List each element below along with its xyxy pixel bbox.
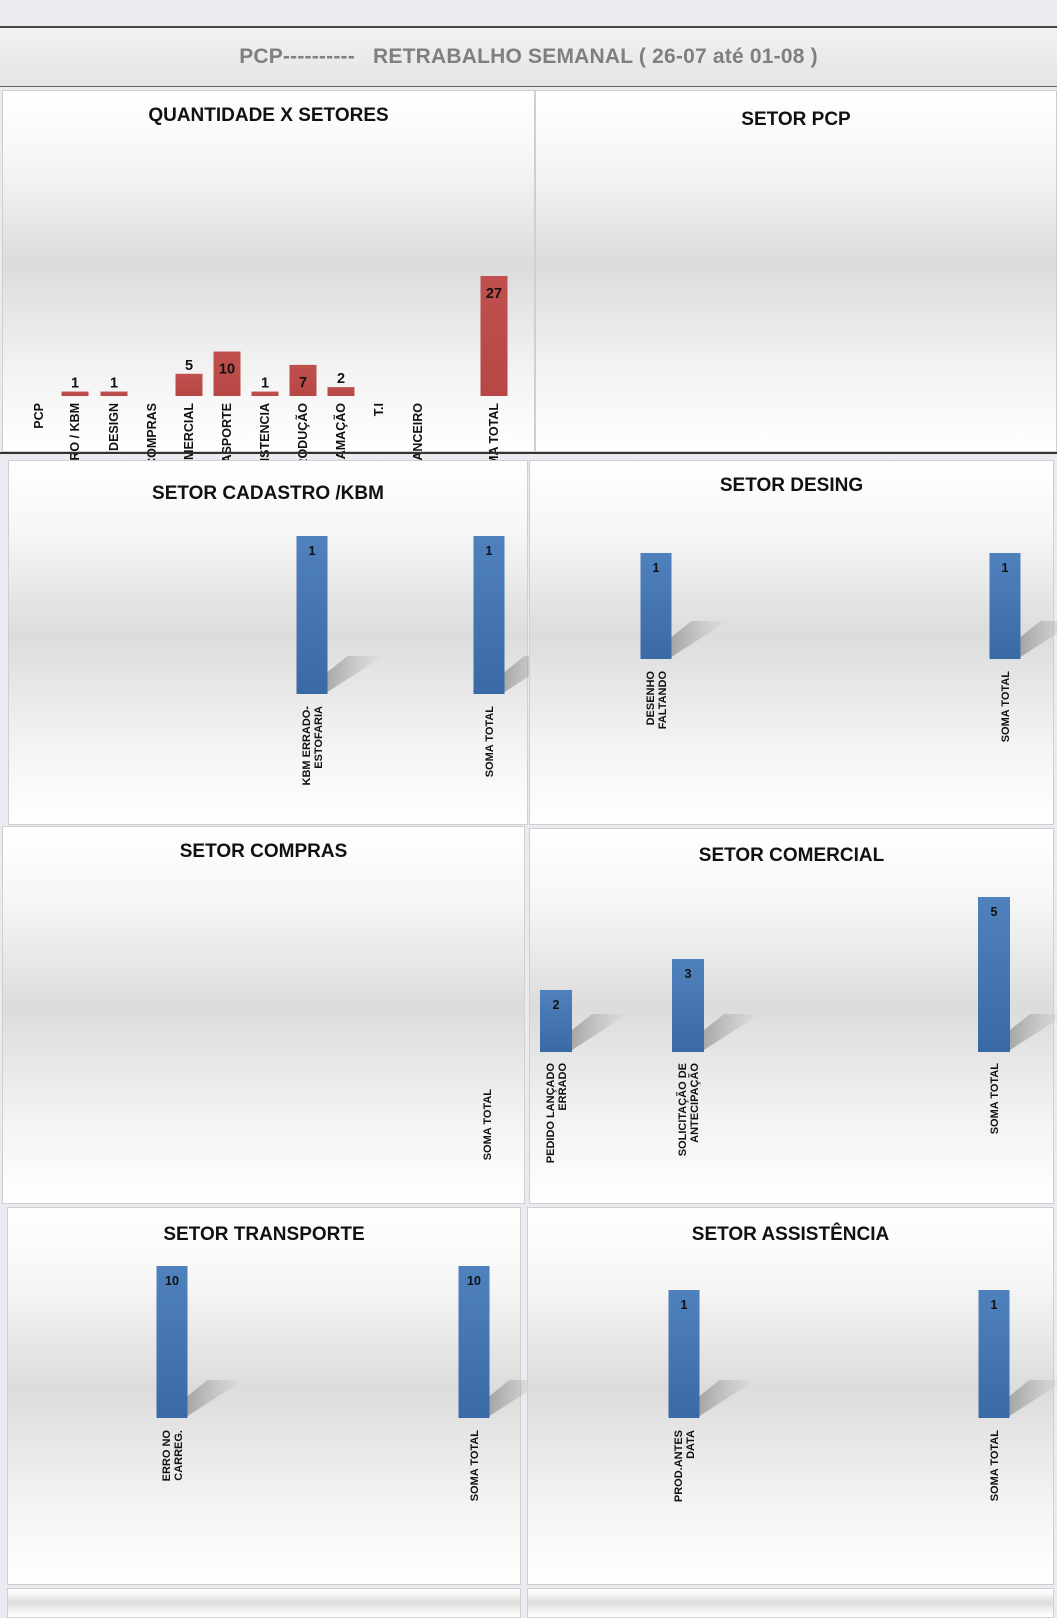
report-title: PCP---------- RETRABALHO SEMANAL ( 26-07… [239, 45, 818, 69]
category-label-line: KBM ERRADO- [301, 706, 313, 786]
category-label: T.I [372, 403, 386, 416]
bar-value-label: 10 [165, 1274, 179, 1288]
bar [328, 387, 355, 396]
category-label-line: COMPRAS [145, 403, 159, 467]
bar-value-label: 7 [299, 375, 307, 391]
bar-shadow [1021, 621, 1057, 657]
bar-value-label: 1 [653, 561, 660, 575]
bar [62, 392, 89, 396]
bar [459, 1266, 490, 1418]
category-label: DESIGN [107, 403, 121, 451]
category-label-line: SOMA TOTAL [989, 1063, 1001, 1135]
bar-value-label: 3 [685, 967, 692, 981]
report-header: PCP---------- RETRABALHO SEMANAL ( 26-07… [0, 26, 1057, 87]
category-label-line: SOMA TOTAL [482, 1089, 494, 1161]
divider-line [0, 452, 1057, 454]
bar-value-label: 10 [467, 1274, 481, 1288]
category-label-line: ANTECIPAÇÃO [688, 1063, 701, 1143]
category-label: KBM ERRADO-ESTOFARIA [301, 706, 325, 786]
bar-value-label: 1 [309, 544, 316, 558]
bar [297, 536, 328, 694]
category-label-line: PROD.ANTES [673, 1430, 685, 1502]
bar-value-label: 5 [991, 905, 998, 919]
category-label-line: SOMA TOTAL [469, 1430, 481, 1502]
category-label-line: SOMA TOTAL [484, 706, 496, 778]
bar-value-label: 5 [185, 358, 193, 374]
category-label: SOMA TOTAL [989, 1430, 1001, 1502]
chart-panel-compras: SETOR COMPRAS SOMA TOTAL [2, 826, 525, 1204]
category-label-line: FALTANDO [657, 671, 669, 730]
category-label-line: DESIGN [107, 403, 121, 451]
category-label: COMPRAS [145, 403, 159, 467]
bar-value-label: 1 [991, 1298, 998, 1312]
category-label-line: PCP [32, 403, 46, 429]
top-strip [0, 0, 1057, 26]
chart-svg: 1 KBM ERRADO-ESTOFARIA 1 SOMA TOTAL [9, 461, 529, 826]
bar-shadow [188, 1380, 244, 1416]
category-label-line: SOMA TOTAL [989, 1430, 1001, 1502]
category-label: PCP [32, 403, 46, 429]
category-label: SOMA TOTAL [1000, 671, 1012, 743]
bar [978, 897, 1010, 1052]
bar-value-label: 2 [337, 371, 345, 387]
bar-value-label: 1 [261, 376, 269, 392]
chart-panel-pcp: SETOR PCP SOMA TOTAL [535, 90, 1057, 452]
bar-value-label: 10 [219, 362, 235, 378]
bar-value-label: 1 [110, 376, 118, 392]
bar [252, 392, 279, 396]
bar-value-label: 1 [486, 544, 493, 558]
chart-panel-partial-left [7, 1588, 521, 1618]
bar-shadow [700, 1380, 756, 1416]
bar-shadow [328, 656, 384, 692]
category-label-line: DESENHO [645, 671, 657, 726]
bar-value-label: 27 [486, 286, 502, 302]
bar [101, 392, 128, 396]
category-label-line: ERRO NO [161, 1430, 173, 1482]
bar-shadow [1010, 1380, 1057, 1416]
bar-shadow [572, 1014, 628, 1050]
bar [157, 1266, 188, 1418]
category-label-line: CARREG. [173, 1430, 185, 1481]
chart-svg: SOMA TOTAL [3, 827, 526, 1205]
bar-shadow [1010, 1014, 1057, 1050]
bar [176, 374, 203, 396]
category-label: SOMA TOTAL [484, 706, 496, 778]
category-label: SOMA TOTAL [469, 1430, 481, 1502]
chart-svg: SOMA TOTAL [536, 91, 1057, 453]
category-label: SOMA TOTAL [989, 1063, 1001, 1135]
category-label-line: SOLICITAÇÃO DE [676, 1063, 689, 1156]
category-label-line: ESTOFARIA [313, 706, 325, 769]
bar-value-label: 1 [1002, 561, 1009, 575]
chart-panel-partial-right [527, 1588, 1054, 1618]
bar-shadow [704, 1014, 760, 1050]
category-label-line: ERRADO [557, 1063, 569, 1111]
bar-value-label: 1 [71, 376, 79, 392]
bar-value-label: 2 [553, 998, 560, 1012]
bar-shadow [672, 621, 728, 657]
bar-value-label: 1 [681, 1298, 688, 1312]
category-label-line: PEDIDO LANÇADO [545, 1063, 557, 1164]
category-label-line: SOMA TOTAL [1000, 671, 1012, 743]
bar [474, 536, 505, 694]
category-label-line: DATA [685, 1430, 697, 1459]
category-label-line: T.I [372, 403, 386, 416]
category-label: SOMA TOTAL [482, 1089, 494, 1161]
